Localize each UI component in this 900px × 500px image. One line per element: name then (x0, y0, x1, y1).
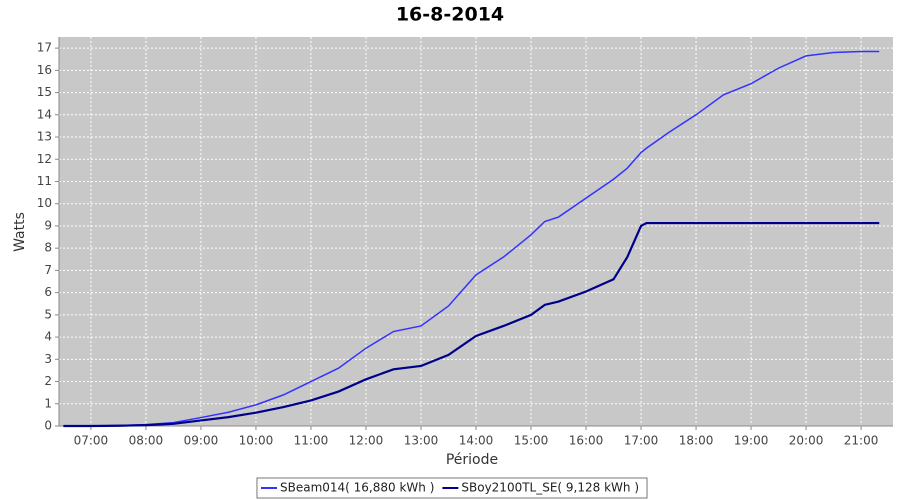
legend-label: SBeam014( 16,880 kWh ) (280, 481, 434, 495)
x-tick-label: 08:00 (129, 434, 164, 448)
series-line (63, 50, 880, 427)
x-tick-label: 16:00 (569, 434, 604, 448)
x-tick-label: 11:00 (294, 434, 329, 448)
y-tick-label: 9 (44, 218, 52, 232)
y-tick-label: 5 (44, 307, 52, 321)
y-tick-label: 10 (37, 196, 52, 210)
x-tick-label: 14:00 (459, 434, 494, 448)
y-tick-label: 8 (44, 241, 52, 255)
x-tick-label: 15:00 (514, 434, 549, 448)
chart-title: 16-8-2014 (396, 4, 504, 26)
y-tick-label: 16 (37, 63, 52, 77)
x-tick-label: 18:00 (679, 434, 714, 448)
series-line (63, 221, 880, 428)
x-tick-label: 17:00 (624, 434, 659, 448)
y-tick-label: 14 (37, 107, 52, 121)
plot-area (59, 37, 893, 426)
y-tick-label: 15 (37, 85, 52, 99)
y-tick-label: 0 (44, 419, 52, 433)
legend-label: SBoy2100TL_SE( 9,128 kWh ) (461, 481, 639, 495)
x-tick-label: 19:00 (734, 434, 769, 448)
y-tick-label: 7 (44, 263, 52, 277)
y-tick-label: 1 (44, 396, 52, 410)
x-tick-label: 07:00 (74, 434, 109, 448)
x-tick-label: 13:00 (404, 434, 439, 448)
y-tick-label: 6 (44, 285, 52, 299)
y-tick-label: 2 (44, 374, 52, 388)
x-axis-title: Période (446, 452, 498, 468)
y-tick-label: 13 (37, 130, 52, 144)
x-tick-label: 21:00 (844, 434, 879, 448)
y-tick-label: 3 (44, 352, 52, 366)
x-tick-label: 10:00 (239, 434, 274, 448)
y-tick-label: 12 (37, 152, 52, 166)
x-tick-label: 20:00 (789, 434, 824, 448)
y-tick-label: 11 (37, 174, 52, 188)
x-tick-label: 09:00 (184, 434, 219, 448)
y-tick-label: 4 (44, 330, 52, 344)
y-axis-title: Watts (12, 212, 28, 252)
y-tick-label: 17 (37, 41, 52, 55)
x-tick-label: 12:00 (349, 434, 384, 448)
